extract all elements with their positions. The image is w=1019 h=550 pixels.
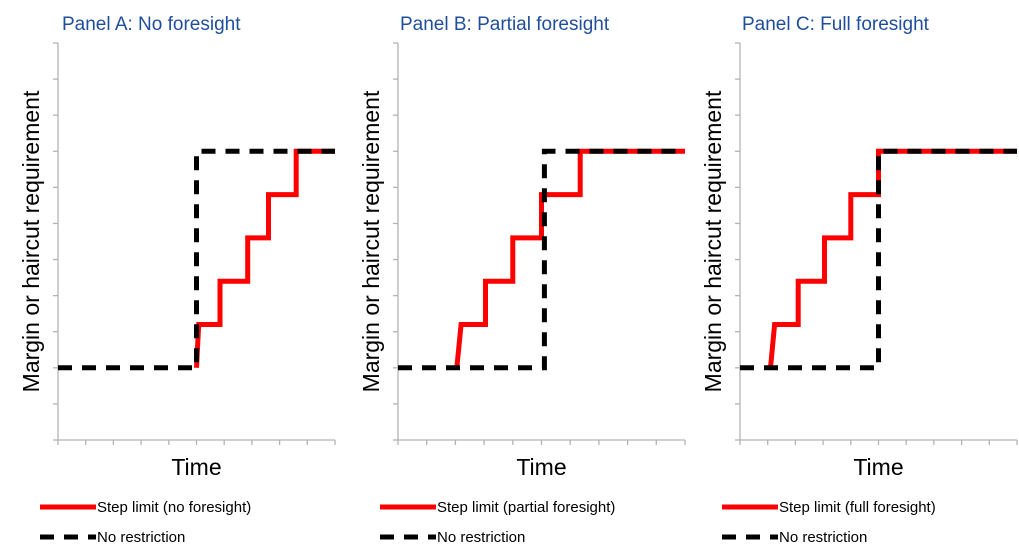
step-limit-line (194, 148, 335, 368)
panel-a: Panel A: No foresight Time Margin or hairc… (18, 14, 336, 546)
step-limit-line (454, 148, 685, 369)
y-axis-label: Margin or haircut requirement (358, 90, 384, 392)
no-restriction-line (740, 148, 1017, 371)
no-restriction-line (398, 148, 685, 371)
x-axis-label: Time (171, 454, 221, 480)
panel-b: Panel B: Partial foresight Time Margin or … (358, 14, 686, 546)
no-restriction-line (58, 148, 335, 371)
legend-label-step: Step limit (full foresight) (779, 499, 936, 516)
y-axis-label: Margin or haircut requirement (18, 90, 44, 392)
legend-label-none: No restriction (779, 529, 867, 546)
panel-title: Panel B: Partial foresight (400, 14, 610, 35)
legend-label-step: Step limit (partial foresight) (437, 499, 615, 516)
legend-label-none: No restriction (97, 529, 185, 546)
panel-c: Panel C: Full foresight Time Margin or hai… (700, 14, 1018, 546)
panel-title: Panel C: Full foresight (742, 14, 930, 35)
panel-title: Panel A: No foresight (62, 14, 241, 35)
step-limit-line (768, 148, 1017, 369)
legend-label-none: No restriction (437, 529, 525, 546)
x-axis-label: Time (516, 454, 566, 480)
x-axis-label: Time (853, 454, 903, 480)
legend-label-step: Step limit (no foresight) (97, 499, 251, 516)
y-axis-label: Margin or haircut requirement (700, 90, 726, 392)
